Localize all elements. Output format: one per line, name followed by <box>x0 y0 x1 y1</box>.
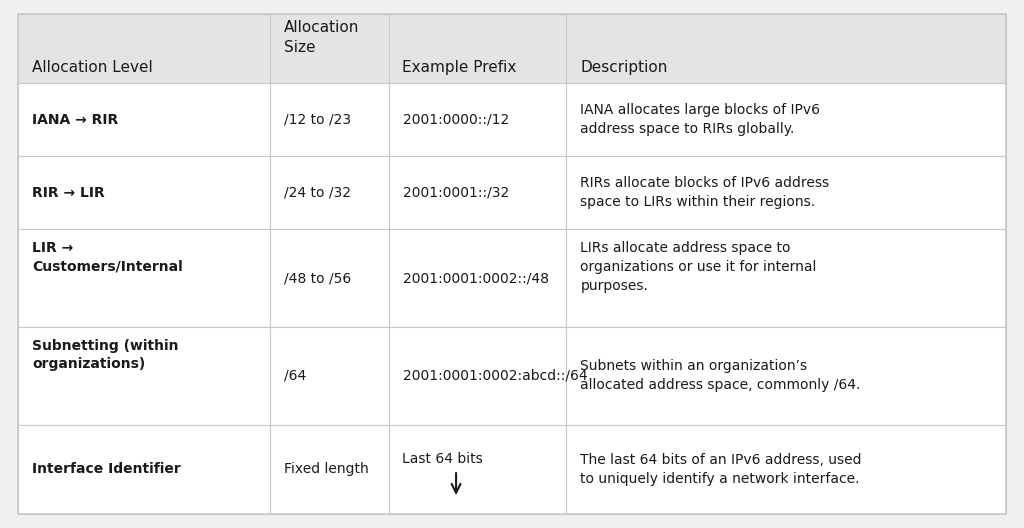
Text: IANA → RIR: IANA → RIR <box>32 112 118 127</box>
Text: LIRs allocate address space to
organizations or use it for internal
purposes.: LIRs allocate address space to organizat… <box>581 241 817 294</box>
Bar <box>18 156 1006 230</box>
Bar <box>18 230 1006 327</box>
Text: IANA allocates large blocks of IPv6
address space to RIRs globally.: IANA allocates large blocks of IPv6 addr… <box>581 103 820 136</box>
Text: 2001:0001:0002::/48: 2001:0001:0002::/48 <box>402 271 549 285</box>
Bar <box>18 327 1006 425</box>
Text: Subnetting (within
organizations): Subnetting (within organizations) <box>32 339 178 371</box>
Text: Fixed length: Fixed length <box>284 463 369 476</box>
Text: 2001:0001:0002:abcd::/64: 2001:0001:0002:abcd::/64 <box>402 369 587 383</box>
Text: RIR → LIR: RIR → LIR <box>32 186 104 200</box>
Text: Subnets within an organization’s
allocated address space, commonly /64.: Subnets within an organization’s allocat… <box>581 360 861 392</box>
Bar <box>18 83 1006 156</box>
Text: LIR →
Customers/Internal: LIR → Customers/Internal <box>32 241 182 274</box>
Text: /64: /64 <box>284 369 306 383</box>
Text: Example Prefix: Example Prefix <box>402 60 517 75</box>
Text: /24 to /32: /24 to /32 <box>284 186 351 200</box>
Text: /12 to /23: /12 to /23 <box>284 112 351 127</box>
Text: 2001:0001::/32: 2001:0001::/32 <box>402 186 509 200</box>
Text: Allocation
Size: Allocation Size <box>284 20 359 55</box>
Text: RIRs allocate blocks of IPv6 address
space to LIRs within their regions.: RIRs allocate blocks of IPv6 address spa… <box>581 176 829 209</box>
Text: The last 64 bits of an IPv6 address, used
to uniquely identify a network interfa: The last 64 bits of an IPv6 address, use… <box>581 453 862 486</box>
Text: Description: Description <box>581 60 668 75</box>
Bar <box>18 14 1006 83</box>
Text: Last 64 bits: Last 64 bits <box>402 451 483 466</box>
Text: Allocation Level: Allocation Level <box>32 60 153 75</box>
Text: /48 to /56: /48 to /56 <box>284 271 351 285</box>
Bar <box>18 425 1006 514</box>
Text: 2001:0000::/12: 2001:0000::/12 <box>402 112 509 127</box>
Text: Interface Identifier: Interface Identifier <box>32 463 181 476</box>
